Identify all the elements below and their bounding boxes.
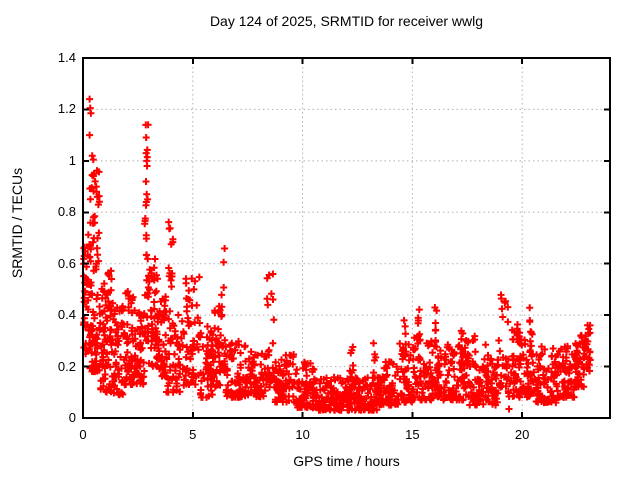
- y-tick-label: 0.6: [57, 255, 76, 271]
- x-tick-label: 0: [79, 427, 87, 442]
- x-axis-label: GPS time / hours: [293, 453, 400, 469]
- chart-title: Day 124 of 2025, SRMTID for receiver wwl…: [209, 13, 484, 29]
- y-tick-label: 0.8: [57, 204, 76, 220]
- y-tick-label: 0.2: [57, 358, 76, 374]
- plot-border: [82, 57, 611, 419]
- x-tick-label: 5: [189, 427, 197, 442]
- y-tick-label: 1.4: [57, 50, 76, 65]
- y-tick-label: 0.4: [57, 307, 76, 323]
- y-axis-label: SRMTID / TECUs: [9, 167, 25, 279]
- y-tick-label: 0: [68, 410, 76, 425]
- scatter-points: [80, 95, 594, 414]
- x-tick-label: 20: [514, 427, 530, 442]
- x-tick-label: 10: [295, 427, 310, 442]
- y-tick-label: 1: [68, 152, 76, 168]
- y-tick-label: 1.2: [57, 101, 76, 117]
- x-tick-label: 15: [405, 427, 420, 442]
